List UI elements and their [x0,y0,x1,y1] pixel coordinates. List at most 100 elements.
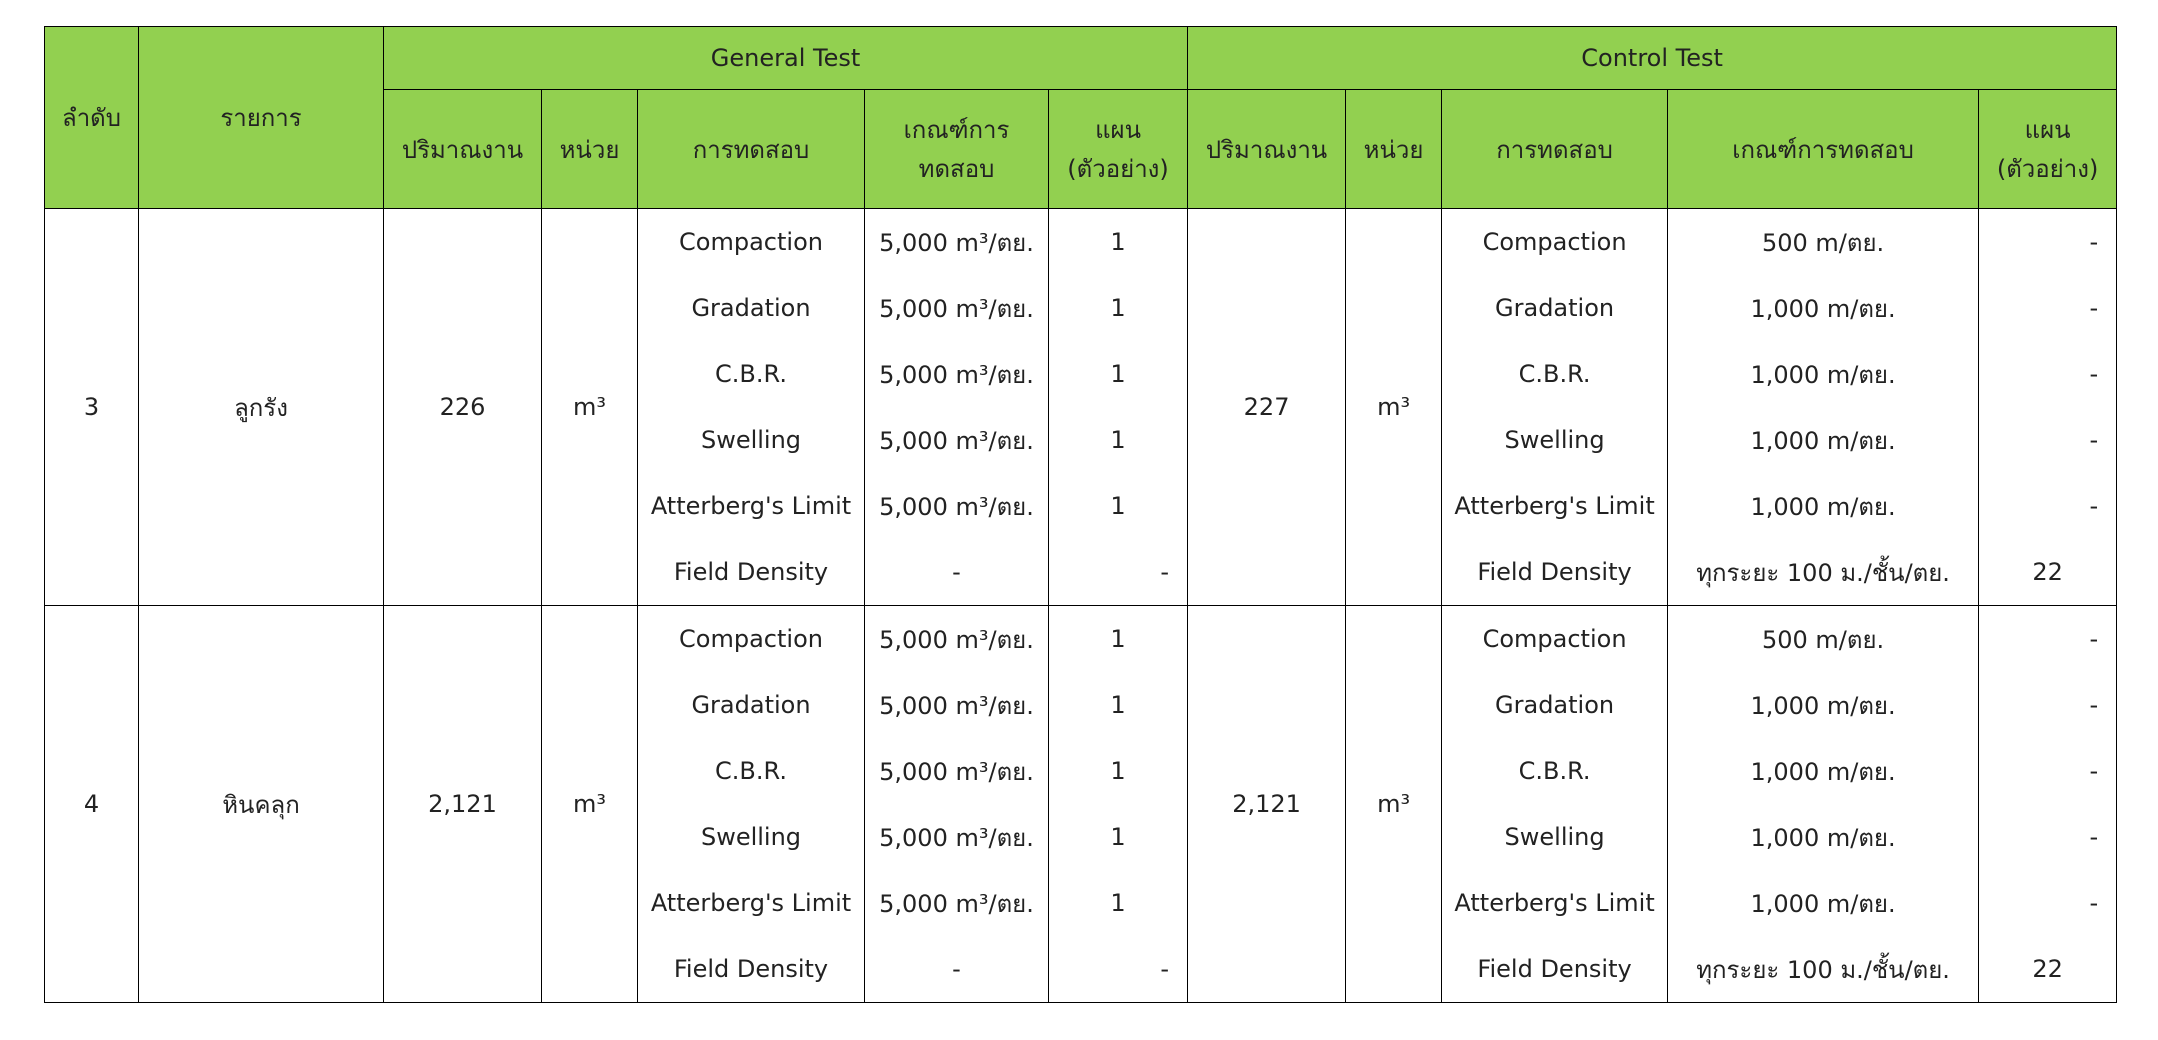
cell-qty: 226 [383,208,542,606]
cell-criteria: - [864,936,1049,1003]
test-table: ลำดับ รายการ General Test Control Test ป… [44,26,2118,1003]
cell-plan: - [1978,605,2118,672]
cell-criteria: 1,000 m/ตย. [1667,738,1980,804]
cell-criteria: ทุกระยะ 100 ม./ชั้น/ตย. [1667,539,1980,606]
cell-unit: m³ [541,605,638,1003]
table-row: Gradation 5,000 m³/ตย. 1 Gradation 1,000 m/ต… [45,672,2118,738]
table-row: 4 หินคลุก 2,121 m³ Compaction 5,000 m³/ตย. 1 2,… [44,605,2118,1003]
cell-unit: m³ [1345,605,1443,1003]
cell-test: Gradation [637,275,865,341]
cell-criteria: 5,000 m³/ตย. [864,804,1049,870]
cell-test: C.B.R. [637,341,865,407]
cell-criteria: 1,000 m/ตย. [1667,870,1980,936]
table-row: Atterberg's Limit 5,000 m³/ตย. 1 Atterberg'… [45,473,2118,539]
cell-criteria: 5,000 m³/ตย. [864,407,1049,473]
header-cell: ปริมาณงาน [383,89,542,209]
cell-plan: 1 [1047,208,1189,275]
cell-criteria: ทุกระยะ 100 ม./ชั้น/ตย. [1667,936,1980,1003]
cell-test: Atterberg's Limit [1441,473,1669,539]
cell-plan: 1 [1047,870,1189,936]
cell-test: Swelling [1441,407,1669,473]
cell-criteria: 5,000 m³/ตย. [864,275,1049,341]
cell-plan: - [1047,539,1189,606]
header-cell: เกณฑ์การทดสอบ [1667,89,1980,209]
cell-test: Swelling [637,804,865,870]
header-cell: การทดสอบ [1441,89,1669,209]
cell-test: C.B.R. [1441,738,1669,804]
header-cell: หน่วย [1345,89,1443,209]
cell-qty: 2,121 [383,605,542,1003]
header-cell: ปริมาณงาน [1187,89,1347,209]
cell-test: C.B.R. [1441,341,1669,407]
header-cell: เกณฑ์การ ทดสอบ [864,89,1049,209]
cell-item: หินคลุก [138,605,384,1003]
cell-criteria: 1,000 m/ตย. [1667,804,1980,870]
header-cell: แผน (ตัวอย่าง) [1978,89,2118,209]
cell-test: Gradation [1441,275,1669,341]
cell-plan: 1 [1047,407,1189,473]
table-row: Swelling 5,000 m³/ตย. 1 Swelling 1,000 m/ตย.… [45,804,2118,870]
cell-criteria: 5,000 m³/ตย. [864,738,1049,804]
cell-criteria: 1,000 m/ตย. [1667,275,1980,341]
cell-criteria: 500 m/ตย. [1667,605,1980,672]
cell-plan: 1 [1047,605,1189,672]
cell-test: Atterberg's Limit [637,870,865,936]
cell-no: 3 [44,208,139,606]
cell-test: Field Density [637,936,865,1003]
cell-plan: - [1978,672,2118,738]
header-cell: การทดสอบ [637,89,865,209]
cell-criteria: 5,000 m³/ตย. [864,870,1049,936]
cell-qty: 227 [1187,208,1347,606]
cell-test: Field Density [637,539,865,606]
cell-test: Field Density [1441,539,1669,606]
table-row: Field Density - - Field Density ทุกระยะ 100 … [45,539,2118,606]
cell-unit: m³ [1345,208,1443,606]
header-cell: รายการ [138,26,384,209]
cell-test: Atterberg's Limit [637,473,865,539]
cell-plan: - [1978,341,2118,407]
table-row: Gradation 5,000 m³/ตย. 1 Gradation 1,000 m/ต… [45,275,2118,341]
cell-plan: 1 [1047,275,1189,341]
cell-test: Field Density [1441,936,1669,1003]
header-group: Control Test [1187,26,2118,90]
table-row: C.B.R. 5,000 m³/ตย. 1 C.B.R. 1,000 m/ตย. - [45,738,2118,804]
cell-test: Gradation [637,672,865,738]
cell-criteria: 5,000 m³/ตย. [864,672,1049,738]
cell-criteria: 5,000 m³/ตย. [864,341,1049,407]
header-cell: ลำดับ [44,26,139,209]
cell-plan: 1 [1047,738,1189,804]
cell-plan: - [1047,936,1189,1003]
cell-criteria: 1,000 m/ตย. [1667,672,1980,738]
cell-no: 4 [44,605,139,1003]
table-row: Atterberg's Limit 5,000 m³/ตย. 1 Atterberg'… [45,870,2118,936]
cell-criteria: 5,000 m³/ตย. [864,208,1049,275]
cell-criteria: 500 m/ตย. [1667,208,1980,275]
cell-item: ลูกรัง [138,208,384,606]
cell-plan: - [1978,870,2118,936]
cell-qty: 2,121 [1187,605,1347,1003]
cell-test: Swelling [1441,804,1669,870]
header-cell: หน่วย [541,89,638,209]
table-row: C.B.R. 5,000 m³/ตย. 1 C.B.R. 1,000 m/ตย. - [45,341,2118,407]
cell-test: Atterberg's Limit [1441,870,1669,936]
cell-plan: 1 [1047,341,1189,407]
cell-unit: m³ [541,208,638,606]
cell-criteria: 1,000 m/ตย. [1667,341,1980,407]
header-group: General Test [382,26,1189,90]
table-row: Field Density - - Field Density ทุกระยะ 100 … [45,936,2118,1003]
cell-test: C.B.R. [637,738,865,804]
cell-criteria: 5,000 m³/ตย. [864,605,1049,672]
table-row: Swelling 5,000 m³/ตย. 1 Swelling 1,000 m/ตย.… [45,407,2118,473]
cell-plan: - [1978,738,2118,804]
cell-plan: 22 [1978,539,2118,606]
table-header: ลำดับ รายการ General Test Control Test ป… [44,26,2118,209]
cell-plan: 22 [1978,936,2118,1003]
cell-plan: - [1978,473,2118,539]
cell-plan: 1 [1047,473,1189,539]
cell-plan: 1 [1047,804,1189,870]
cell-test: Compaction [1441,605,1669,672]
cell-plan: - [1978,275,2118,341]
cell-plan: 1 [1047,672,1189,738]
cell-test: Swelling [637,407,865,473]
